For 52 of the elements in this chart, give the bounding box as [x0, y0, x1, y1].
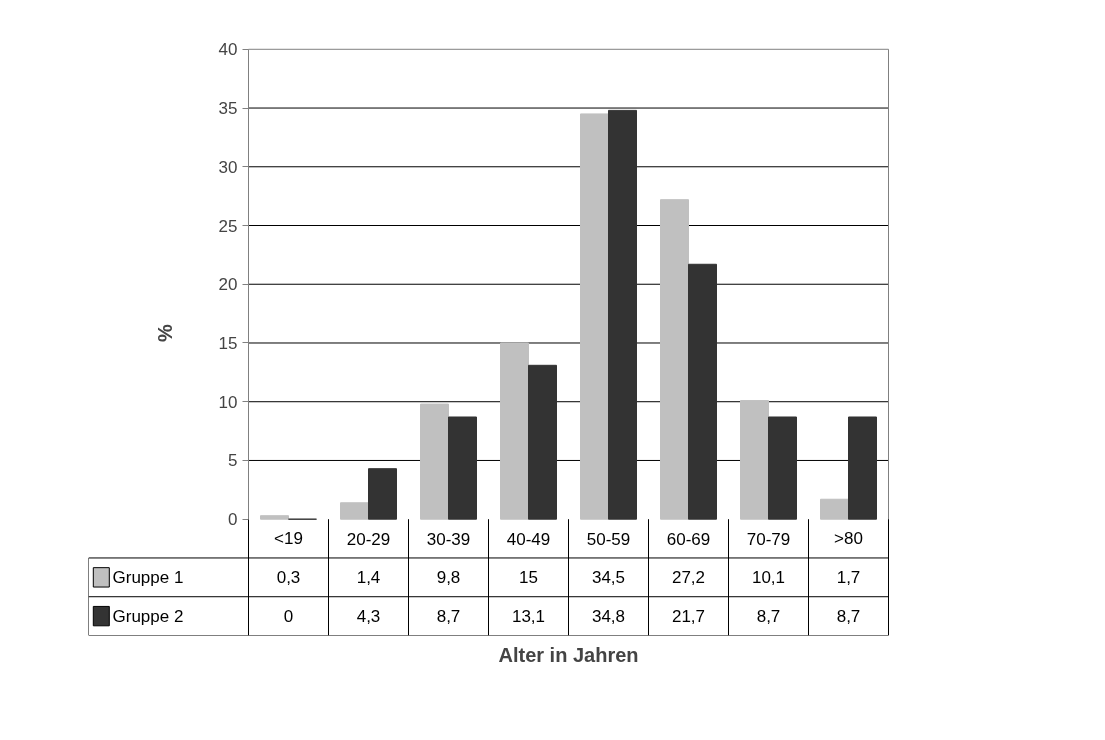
y-tick-label: 5	[228, 451, 238, 471]
y-tick-label: 30	[218, 157, 238, 177]
data-label: 8,7	[836, 607, 861, 627]
data-label: 10,1	[751, 568, 786, 588]
data-label: 34,8	[591, 607, 626, 627]
data-label: 4,3	[356, 607, 381, 627]
bar	[608, 109, 637, 520]
data-label: 8,7	[756, 607, 781, 627]
bar	[768, 416, 797, 520]
bar	[580, 113, 609, 520]
y-tick-label: 15	[218, 333, 238, 353]
y-axis-title: %	[153, 323, 176, 342]
bar	[688, 263, 717, 520]
bar	[740, 400, 769, 520]
x-tick-label: <19	[274, 529, 303, 549]
x-tick-label: 30-39	[426, 529, 471, 549]
bar	[500, 342, 529, 520]
x-tick-label: 60-69	[666, 529, 711, 549]
bar	[660, 199, 689, 520]
data-label: 13,1	[511, 607, 546, 627]
x-tick-label: >80	[834, 529, 863, 549]
data-label: 8,7	[436, 607, 461, 627]
bar	[340, 502, 369, 520]
x-tick-label: 20-29	[346, 529, 391, 549]
x-axis-title: Alter in Jahren	[498, 643, 639, 666]
bar	[448, 416, 477, 520]
bar	[848, 416, 877, 520]
data-label: 1,4	[356, 568, 381, 588]
y-tick-label: 20	[218, 275, 238, 295]
data-label: 21,7	[671, 607, 706, 627]
y-tick-label: 35	[218, 99, 238, 119]
bar	[528, 364, 557, 520]
bar	[820, 498, 849, 520]
x-tick-label: 50-59	[586, 529, 631, 549]
bar	[260, 515, 289, 520]
y-tick-label: 40	[218, 40, 238, 60]
data-label: 0	[283, 607, 294, 627]
data-label: 15	[519, 568, 538, 588]
data-label: 9,8	[436, 568, 461, 588]
x-tick-label: 40-49	[506, 529, 551, 549]
data-label: 27,2	[671, 568, 706, 588]
data-label: 34,5	[591, 568, 626, 588]
data-label: 0,3	[276, 568, 301, 588]
x-tick-label: 70-79	[746, 529, 791, 549]
y-tick-label: 10	[218, 392, 238, 412]
y-tick-label: 0	[228, 510, 238, 530]
legend-label: Gruppe 1	[112, 567, 184, 587]
bar	[420, 403, 449, 520]
data-label: 1,7	[836, 568, 861, 588]
bar	[368, 468, 397, 520]
y-tick-label: 25	[218, 216, 238, 236]
legend-label: Gruppe 2	[112, 606, 184, 626]
